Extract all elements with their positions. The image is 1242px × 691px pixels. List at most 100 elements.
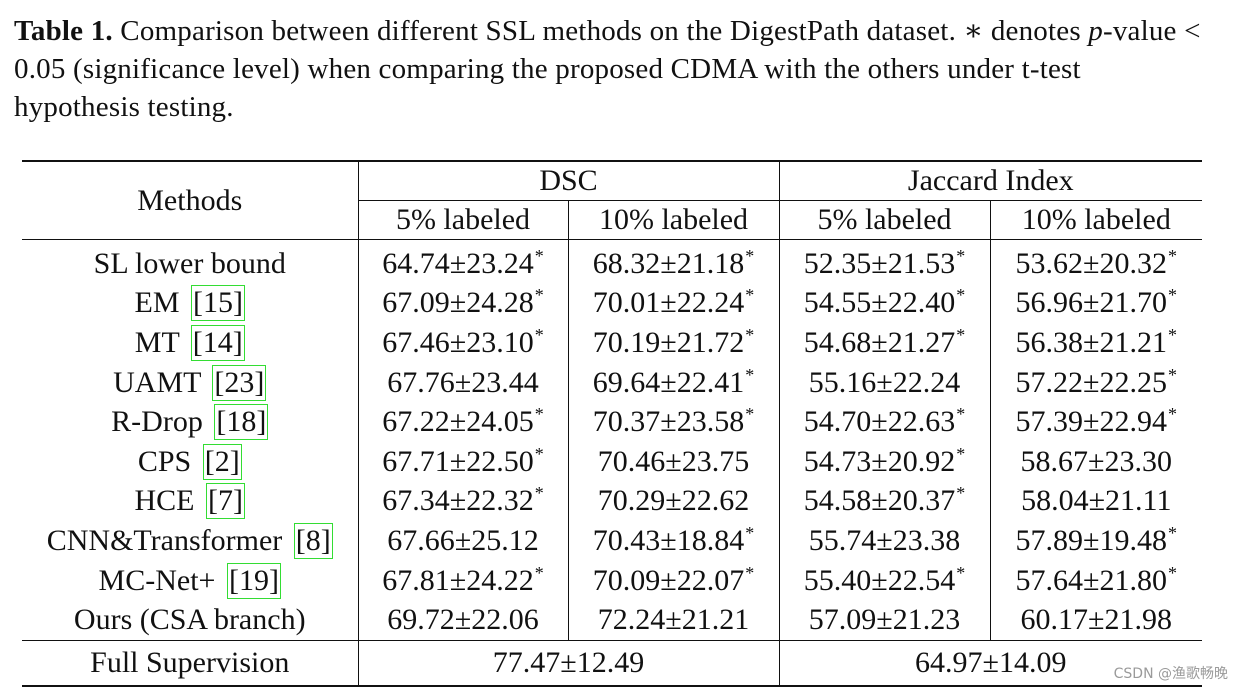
significance-mark: *: [956, 285, 966, 306]
citation-link[interactable]: [14]: [190, 324, 245, 361]
value-jac10: 56.96±21.70: [1015, 286, 1167, 320]
method-name-ours: Ours (CSA branch): [73, 603, 306, 637]
value-dsc10: 70.19±21.72: [592, 325, 745, 359]
significance-mark: *: [745, 364, 755, 385]
comparison-table: Methods DSC Jaccard Index 5% labeled 10%…: [22, 160, 1203, 687]
value-jac10: 58.67±23.30: [1020, 444, 1172, 478]
value-cell-jac10: 57.22±22.25*: [989, 362, 1203, 403]
significance-mark: *: [956, 245, 966, 266]
value-jac5: 54.68±21.27: [803, 325, 956, 359]
value-jac5: 55.40±22.54: [803, 563, 956, 597]
method-cell: MT [14]: [22, 323, 358, 363]
significance-mark: *: [745, 404, 755, 425]
table-row: R-Drop [18] 67.22±24.05* 70.37±23.58* 54.70…: [22, 402, 1203, 442]
method-cell: MC-Net+ [19]: [22, 561, 358, 601]
value-cell-jac5: 54.70±22.63*: [778, 402, 991, 442]
value-ours-dsc10: 72.24±21.21: [567, 600, 780, 641]
value-cell-jac10: 57.64±21.80*: [989, 560, 1203, 601]
significance-mark: *: [956, 443, 966, 464]
significance-mark: *: [956, 404, 966, 425]
significance-mark: *: [534, 245, 544, 266]
value-cell-jac10: 57.89±19.48*: [989, 521, 1203, 561]
value-cell-dsc5: 67.34±22.32*: [357, 481, 568, 522]
method-cell: UAMT [23]: [22, 363, 358, 403]
citation-link[interactable]: [23]: [212, 364, 267, 401]
value-cell-dsc5: 67.46±23.10*: [357, 323, 568, 363]
value-jac10: 53.62±20.32: [1015, 246, 1167, 280]
value-cell-jac10: 58.04±21.11: [989, 481, 1203, 522]
table-row: HCE [7] 67.34±22.32* 70.29±22.62 54.58±20.3…: [22, 481, 1203, 522]
value-dsc10: 68.32±21.18: [592, 246, 745, 280]
value-full-dsc: 77.47±12.49: [357, 639, 780, 687]
table-row-full-supervision: Full Supervision 77.47±12.49 64.97±14.09: [22, 639, 1203, 687]
value-dsc5: 67.71±22.50: [382, 444, 534, 478]
header-jac-5: 5% labeled: [778, 200, 991, 240]
watermark: CSDN @渔歌畅晚: [1113, 666, 1228, 682]
significance-mark: *: [1168, 324, 1177, 345]
table-row: MC-Net+ [19] 67.81±24.22* 70.09±22.07* 55.4…: [22, 560, 1203, 601]
value-cell-jac10: 53.62±20.32*: [989, 239, 1203, 284]
value-jac10: 58.04±21.11: [1021, 484, 1172, 518]
method-cell: HCE [7]: [22, 482, 358, 522]
value-cell-dsc10: 68.32±21.18*: [567, 239, 780, 284]
value-jac5: 54.58±20.37: [803, 484, 956, 518]
value-dsc5: 67.34±22.32: [382, 484, 534, 518]
value-cell-dsc10: 70.43±18.84*: [567, 521, 780, 561]
significance-mark: *: [1168, 285, 1177, 306]
value-cell-jac10: 56.96±21.70*: [989, 283, 1203, 324]
value-dsc5: 67.09±24.28: [382, 286, 534, 320]
value-cell-jac5: 54.58±20.37*: [778, 481, 991, 522]
method-name: UAMT: [113, 365, 201, 399]
value-cell-dsc10: 70.09±22.07*: [567, 560, 780, 601]
citation-link[interactable]: [2]: [202, 443, 242, 480]
value-ours-jac5: 57.09±21.23: [778, 600, 991, 641]
value-jac5: 54.55±22.40: [803, 286, 956, 320]
value-dsc10: 70.09±22.07: [592, 563, 745, 597]
value-jac10: 57.89±19.48: [1015, 523, 1167, 557]
value-jac5: 55.74±23.38: [808, 523, 961, 557]
method-name: CNN&Transformer: [46, 523, 283, 557]
value-cell-dsc5: 67.09±24.28*: [357, 283, 568, 324]
citation-link[interactable]: [18]: [214, 404, 269, 441]
value-cell-jac10: 57.39±22.94*: [989, 402, 1203, 442]
header-group-jaccard: Jaccard Index: [778, 160, 1203, 201]
method-name-full: Full Supervision: [22, 639, 358, 687]
value-full-jac: 64.97±14.09: [778, 639, 1203, 687]
value-cell-jac10: 56.38±21.21*: [989, 323, 1203, 363]
value-dsc10: 70.46±23.75: [597, 444, 750, 478]
method-cell: CNN&Transformer [8]: [22, 521, 358, 561]
value-dsc10: 70.37±23.58: [592, 405, 745, 439]
citation-link[interactable]: [15]: [191, 285, 245, 322]
value-jac10: 56.38±21.21: [1015, 325, 1167, 359]
significance-mark: *: [1168, 562, 1177, 583]
significance-mark: *: [956, 324, 966, 345]
table-row-ours: Ours (CSA branch) 69.72±22.06 72.24±21.21 5…: [22, 600, 1203, 641]
significance-mark: *: [956, 483, 966, 504]
citation-link[interactable]: [7]: [206, 483, 245, 520]
value-dsc5: 67.66±25.12: [387, 523, 539, 557]
citation-link[interactable]: [19]: [226, 562, 281, 599]
value-cell-dsc10: 70.29±22.62: [567, 481, 780, 522]
value-ours-dsc5: 69.72±22.06: [357, 600, 568, 641]
value-cell-jac5: 54.55±22.40*: [778, 283, 991, 324]
citation-link[interactable]: [8]: [293, 522, 333, 559]
value-cell-dsc5: 64.74±23.24*: [357, 239, 568, 284]
value-cell-jac5: 52.35±21.53*: [778, 239, 991, 284]
value-dsc10: 69.64±22.41: [592, 365, 745, 399]
value-dsc10: 70.01±22.24: [592, 286, 745, 320]
value-cell-dsc10: 69.64±22.41*: [567, 362, 780, 403]
significance-mark: *: [745, 324, 755, 345]
header-jac-10: 10% labeled: [989, 200, 1203, 240]
significance-mark: *: [745, 245, 755, 266]
value-dsc10: 70.43±18.84: [592, 523, 745, 557]
caption-text-b: -value < 0.05 (significance level) when …: [14, 15, 1201, 123]
value-jac10: 57.22±22.25: [1015, 365, 1167, 399]
value-dsc10: 70.29±22.62: [597, 484, 750, 518]
value-cell-dsc5: 67.22±24.05*: [357, 402, 568, 442]
table-row: MT [14] 67.46±23.10* 70.19±21.72* 54.68±21.…: [22, 323, 1203, 363]
value-cell-dsc5: 67.81±24.22*: [357, 560, 568, 601]
caption-text-a: Comparison between different SSL methods…: [112, 15, 1089, 47]
value-ours-jac10: 60.17±21.98: [989, 600, 1203, 641]
value-cell-dsc5: 67.71±22.50*: [357, 441, 568, 482]
method-name: HCE: [134, 484, 195, 518]
